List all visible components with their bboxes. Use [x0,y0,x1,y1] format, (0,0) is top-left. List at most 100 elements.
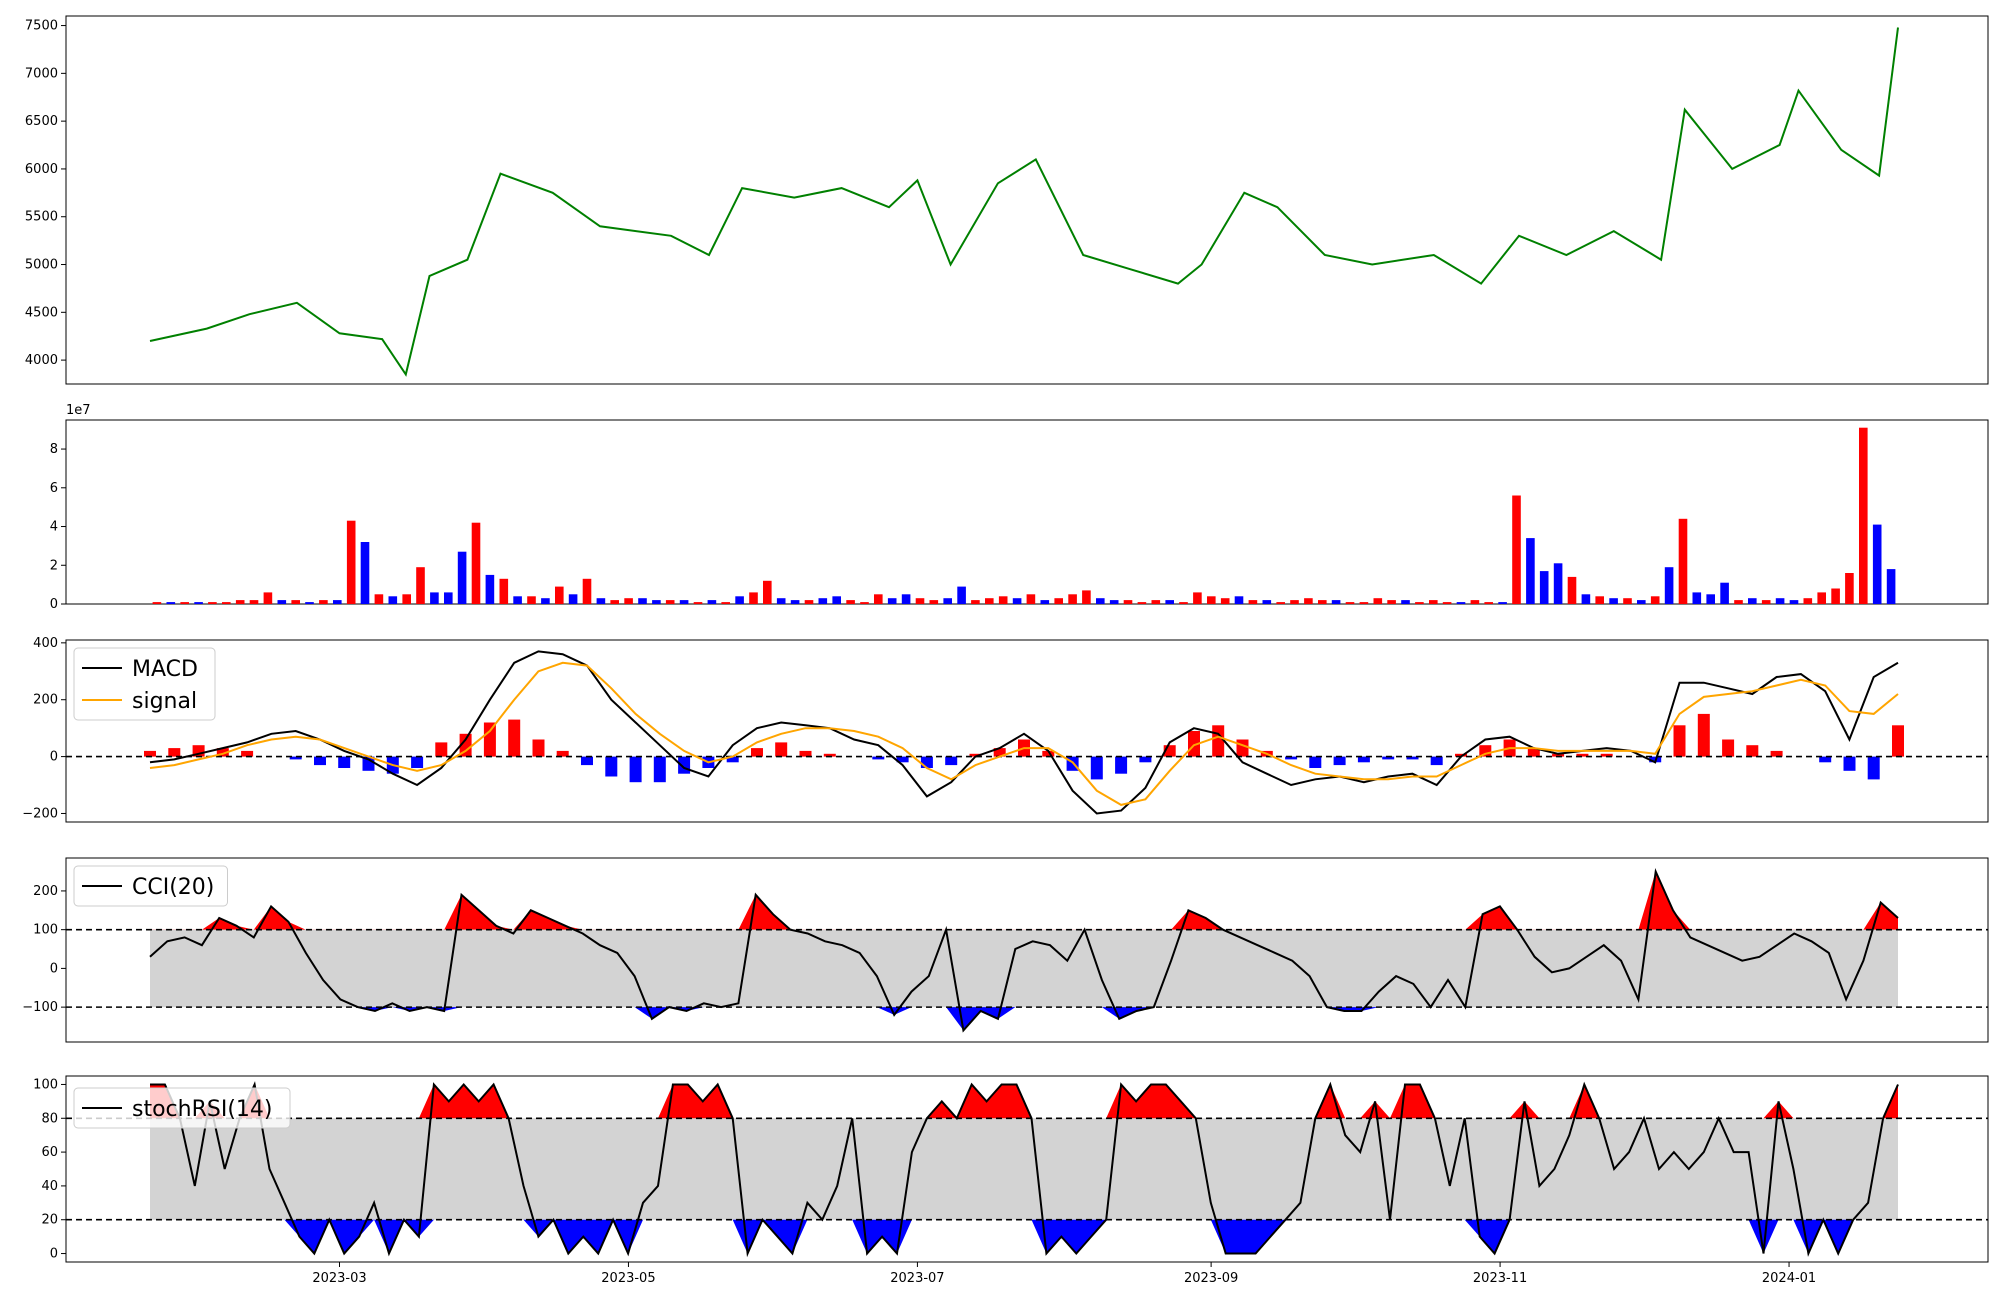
volume-bar [776,598,786,604]
volume-bar [957,586,966,604]
volume-bar [222,602,231,604]
volume-bar [887,598,897,604]
xtick-label: 2023-07 [890,1271,944,1286]
volume-bar [1054,598,1063,604]
volume-bar [1137,602,1147,604]
volume-bar [1720,582,1729,604]
volume-bar [527,596,536,604]
macd-histogram-bar [1309,756,1322,768]
macd-histogram-bar [1115,756,1128,774]
volume-ytick-label: 8 [50,442,58,457]
volume-bar [1387,600,1396,604]
volume-bar [388,596,398,604]
volume-bar [1539,571,1549,604]
volume-bar [568,594,578,604]
volume-bar [499,578,509,604]
volume-bar [291,600,300,604]
macd-panel: −200 0 200 400 MACD signal [22,636,1989,823]
macd-histogram-bar [1576,753,1589,757]
price-ytick-label: 7000 [25,66,58,81]
volume-ytick-label: 4 [50,520,58,535]
volume-bar [319,600,328,604]
stochrsi-ytick-label: 60 [41,1145,58,1160]
volume-bar [1151,600,1161,604]
volume-bar [1831,588,1840,604]
volume-bar [1193,592,1202,604]
volume-bar [1207,596,1216,604]
macd-histogram-bar [993,748,1006,757]
macd-histogram-bar [1600,753,1613,757]
volume-bar [1345,602,1355,604]
volume-bar [1734,600,1743,604]
volume-bar [1248,600,1258,604]
volume-bar [1650,596,1660,604]
macd-histogram-bar [411,756,424,768]
volume-ytick-label: 0 [50,597,58,612]
cci-overbought-fill [150,871,1898,930]
volume-bar [1234,596,1244,604]
volume-bar [971,600,980,604]
volume-bar [1012,598,1022,604]
volume-bar [1401,600,1410,604]
macd-ytick-label: 0 [50,750,58,765]
price-ytick-label: 5500 [25,210,58,225]
stochrsi-ytick-label: 80 [41,1111,58,1126]
volume-bar [721,602,730,604]
volume-bar [346,520,356,604]
stochrsi-ytick-label: 40 [41,1179,58,1194]
volume-bar [249,600,259,604]
volume-bar [998,596,1008,604]
volume-bar [555,586,564,604]
macd-histogram-bar [459,733,472,757]
volume-bar [735,596,744,604]
volume-bar [943,598,952,604]
price-ytick-label: 6500 [25,114,58,129]
volume-bar [1456,602,1466,604]
macd-histogram-bar [241,750,254,757]
volume-bar [180,602,189,604]
volume-bar [485,574,495,604]
macd-ytick-label: 200 [33,693,58,708]
macd-histogram-bar [726,756,739,763]
volume-ytick-label: 6 [50,481,58,496]
volume-bar [610,600,619,604]
volume-bar [1179,602,1188,604]
volume-bar [1359,602,1369,604]
stochrsi-oversold-fill [150,1219,1898,1254]
volume-bar [1581,594,1591,604]
price-frame [65,15,1989,385]
macd-histogram-bar [1042,750,1055,757]
volume-bar [1415,602,1424,604]
macd-histogram-bar [1673,725,1686,757]
xtick-label: 2023-05 [601,1271,655,1286]
stochrsi-line [150,1081,1899,1258]
volume-bar [1609,598,1618,604]
volume-bar [624,598,633,604]
stochrsi-panel: 0 20 40 60 80 100 stochRSI(14) [33,1075,1989,1263]
volume-bar [985,598,994,604]
macd-histogram-bar [435,742,448,757]
volume-bar [1290,600,1299,604]
volume-bar [1429,600,1438,604]
macd-histogram-bar [653,756,666,783]
macd-histogram-bar [1236,739,1249,757]
volume-bar [1220,598,1230,604]
volume-bar [1706,594,1715,604]
volume-bar [1304,598,1313,604]
macd-histogram-bar [532,739,545,757]
cci-panel: −100 0 100 200 CCI(20) [22,857,1989,1043]
macd-histogram-bar [216,748,229,757]
volume-ytick-label: 2 [50,558,58,573]
volume-bar [652,600,661,604]
macd-histogram-bar [872,756,885,760]
volume-offset-label: 1e7 [66,403,91,418]
volume-bar [1331,600,1341,604]
signal-line [149,661,1899,806]
macd-histogram-bar [1746,745,1759,757]
volume-bar [1096,598,1105,604]
volume-bar [1886,569,1896,604]
macd-histogram-bar [1867,756,1880,780]
macd-histogram-bar [168,748,181,757]
macd-histogram-bar [1552,753,1565,757]
